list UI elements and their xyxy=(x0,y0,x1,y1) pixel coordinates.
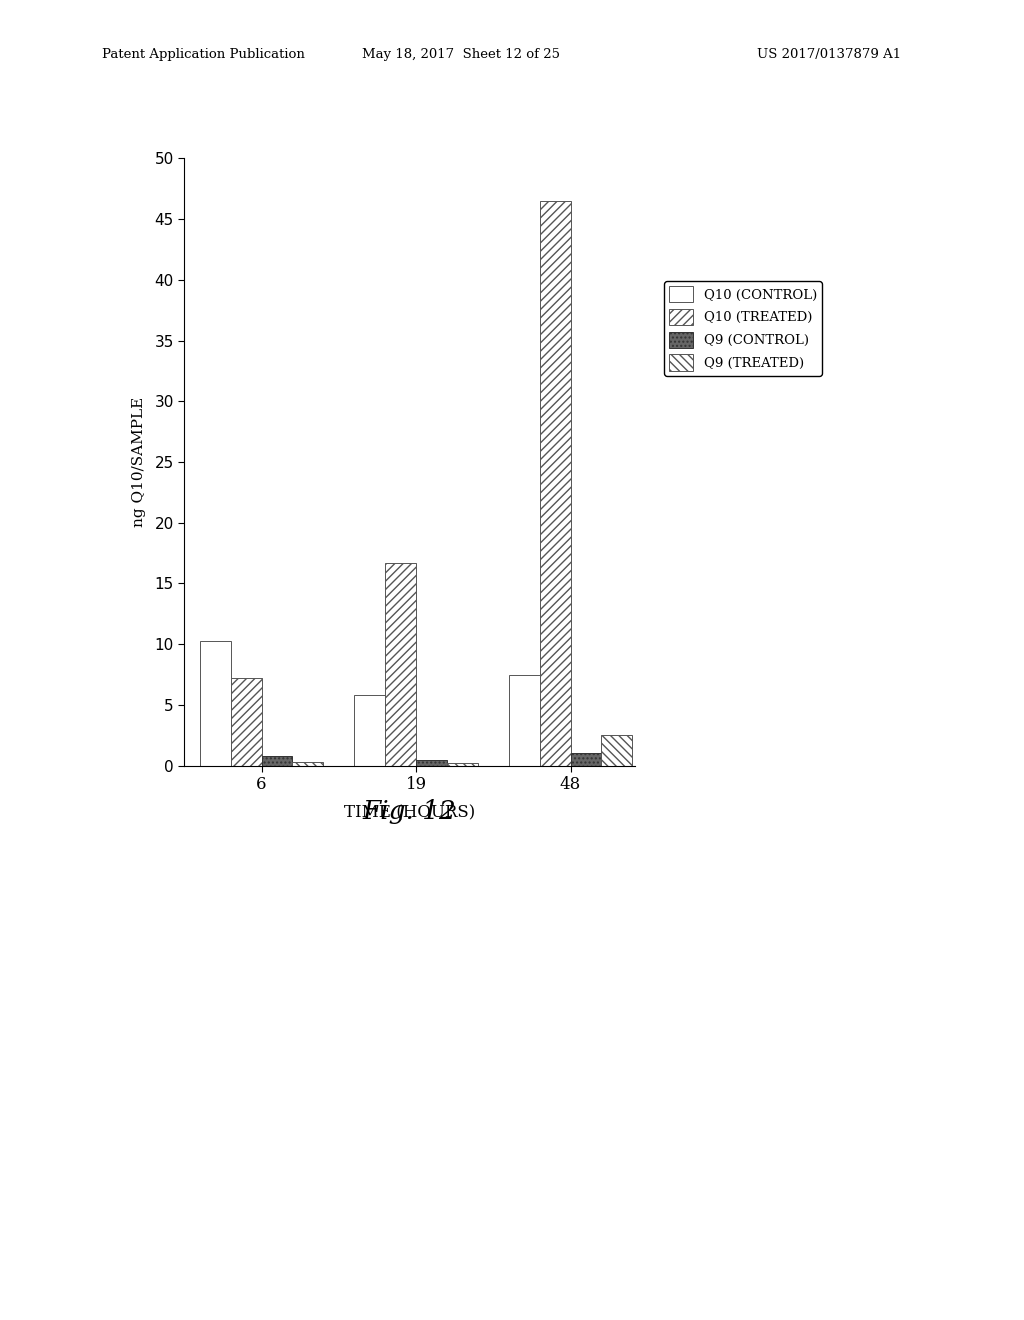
Bar xyxy=(570,754,601,766)
Bar xyxy=(601,735,632,766)
Bar xyxy=(509,675,540,766)
Text: May 18, 2017  Sheet 12 of 25: May 18, 2017 Sheet 12 of 25 xyxy=(361,48,560,61)
Text: Fig. 12: Fig. 12 xyxy=(362,799,457,824)
Bar xyxy=(293,762,324,766)
Bar xyxy=(230,678,261,766)
Bar xyxy=(446,763,478,766)
Text: Patent Application Publication: Patent Application Publication xyxy=(102,48,305,61)
Bar xyxy=(385,562,416,766)
Bar xyxy=(261,756,293,766)
Text: US 2017/0137879 A1: US 2017/0137879 A1 xyxy=(757,48,901,61)
Bar xyxy=(540,201,570,766)
Legend: Q10 (CONTROL), Q10 (TREATED), Q9 (CONTROL), Q9 (TREATED): Q10 (CONTROL), Q10 (TREATED), Q9 (CONTRO… xyxy=(664,281,822,376)
Bar xyxy=(354,696,385,766)
X-axis label: TIME (HOURS): TIME (HOURS) xyxy=(344,804,475,821)
Bar xyxy=(200,640,230,766)
Y-axis label: ng Q10/SAMPLE: ng Q10/SAMPLE xyxy=(132,397,146,527)
Bar xyxy=(416,759,446,766)
